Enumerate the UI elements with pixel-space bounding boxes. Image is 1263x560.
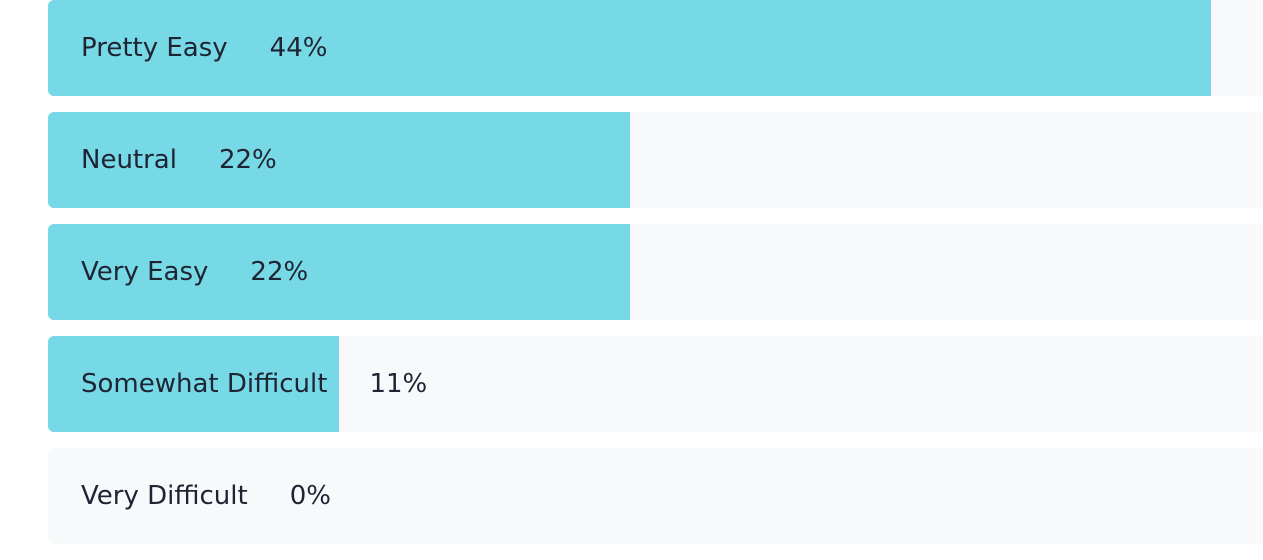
option-label: Somewhat Difficult <box>81 369 328 399</box>
bar <box>48 0 1211 96</box>
bar-track: Very Easy 22% <box>48 224 1263 320</box>
option-label: Very Easy <box>81 257 209 287</box>
option-text: Somewhat Difficult 11% <box>81 336 427 432</box>
bar <box>48 224 630 320</box>
bar-track: Pretty Easy 44% <box>48 0 1263 96</box>
value-label: 22% <box>250 257 309 287</box>
option-label: Very Difficult <box>81 481 248 511</box>
option-label: Neutral <box>81 145 177 175</box>
bar <box>48 336 339 432</box>
option-text: Very Difficult 0% <box>81 448 331 544</box>
option-text: Pretty Easy 44% <box>81 0 327 96</box>
option-text: Neutral 22% <box>81 112 277 208</box>
value-label: 22% <box>218 145 277 175</box>
bar <box>48 112 630 208</box>
option-text: Very Easy 22% <box>81 224 308 320</box>
value-label: 11% <box>369 369 428 399</box>
bar-track: Somewhat Difficult 11% <box>48 336 1263 432</box>
option-label: Pretty Easy <box>81 33 228 63</box>
bar-track: Neutral 22% <box>48 112 1263 208</box>
value-label: 44% <box>269 33 328 63</box>
value-label: 0% <box>289 481 331 511</box>
bar-track: Very Difficult 0% <box>48 448 1263 544</box>
